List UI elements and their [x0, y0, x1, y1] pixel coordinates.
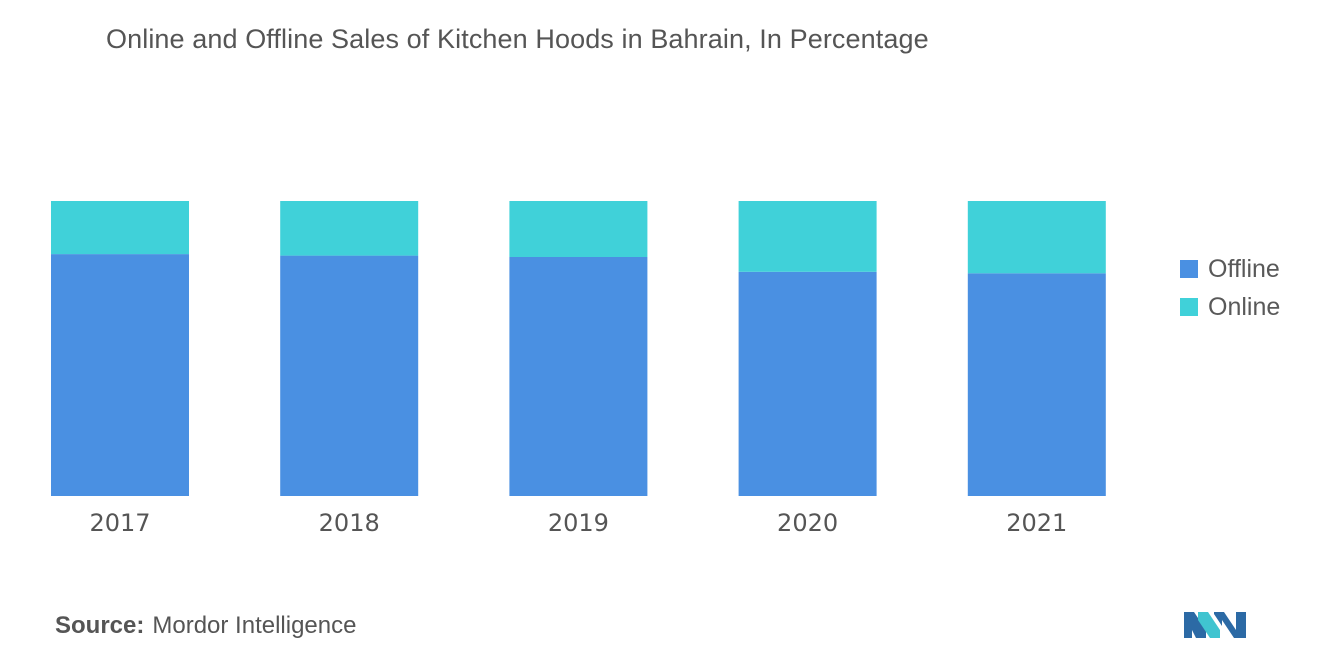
bar-online-2019 — [509, 201, 648, 257]
source-text: Mordor Intelligence — [152, 612, 357, 639]
bar-offline-2019 — [509, 257, 648, 496]
logo-shape-right — [1214, 612, 1246, 638]
legend: Offline Online — [1180, 250, 1280, 326]
bar-offline-2021 — [967, 273, 1106, 496]
x-tick-label-2019: 2019 — [548, 509, 609, 537]
legend-label-online: Online — [1208, 292, 1281, 321]
bar-online-2018 — [280, 201, 419, 256]
mordor-intelligence-logo-icon — [1184, 612, 1246, 638]
source-label: Source: — [55, 612, 145, 639]
bar-offline-2017 — [51, 254, 189, 496]
bar-online-2020 — [738, 201, 877, 272]
source-note: Source: Mordor Intelligence — [55, 612, 356, 640]
legend-item-offline: Offline — [1180, 250, 1280, 288]
x-tick-label-2021: 2021 — [1006, 509, 1067, 537]
bar-offline-2018 — [280, 255, 419, 496]
bar-online-2021 — [967, 201, 1106, 274]
legend-label-offline: Offline — [1208, 254, 1280, 283]
chart-title: Online and Offline Sales of Kitchen Hood… — [106, 24, 929, 54]
x-tick-label-2020: 2020 — [777, 509, 838, 537]
x-tick-label-2018: 2018 — [319, 509, 380, 537]
logo-shape-left — [1184, 612, 1206, 638]
legend-swatch-offline — [1180, 260, 1198, 278]
logo-shape-middle — [1198, 612, 1220, 638]
legend-swatch-online — [1180, 298, 1198, 316]
x-tick-label-2017: 2017 — [89, 509, 150, 537]
bar-offline-2020 — [738, 271, 877, 496]
legend-item-online: Online — [1180, 288, 1280, 326]
bar-online-2017 — [51, 201, 189, 255]
